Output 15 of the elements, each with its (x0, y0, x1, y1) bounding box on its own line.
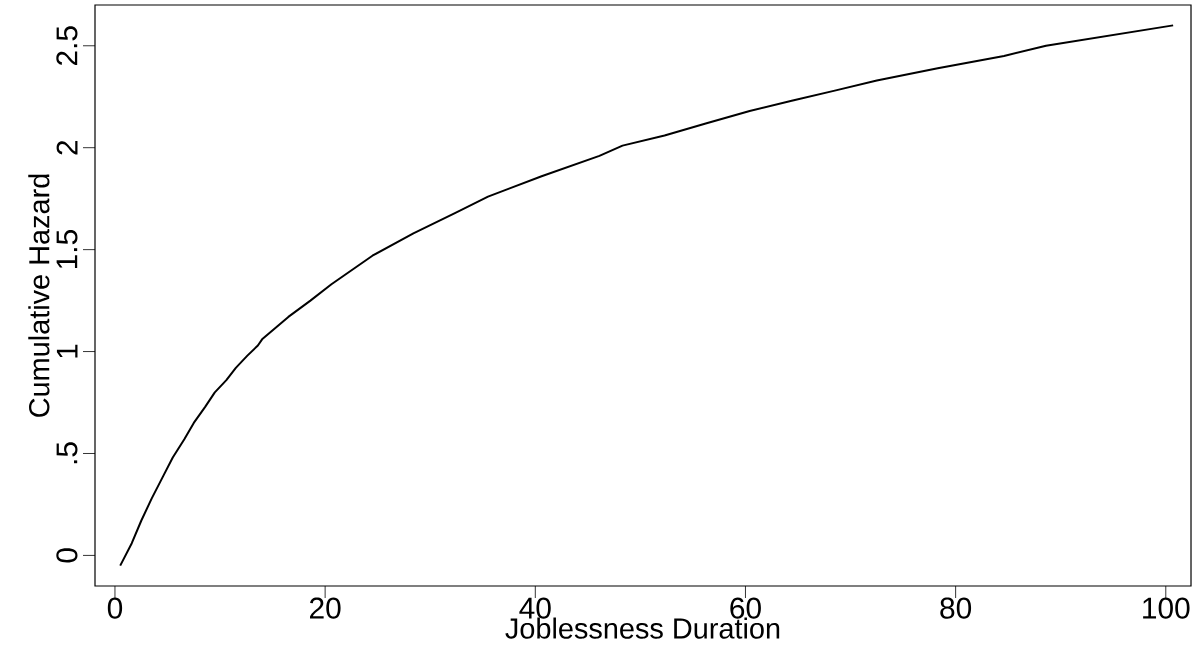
y-tick-label: 2 (56, 140, 78, 155)
x-tick-label: 60 (730, 597, 761, 619)
y-tick-label: 1.5 (56, 230, 78, 269)
x-axis-title: Joblessness Duration (505, 617, 780, 639)
x-tick-label: 0 (107, 597, 123, 619)
x-tick-label: 100 (1143, 597, 1190, 619)
x-tick-label: 20 (310, 597, 341, 619)
y-axis-title: Cumulative Hazard (28, 174, 50, 417)
y-tick-label: 1 (56, 344, 78, 358)
y-tick-label: 2.5 (56, 26, 78, 66)
line-series (119, 24, 1175, 567)
y-tick-label: 0 (56, 548, 78, 563)
y-tick-label: .5 (56, 442, 78, 464)
x-tick-label: 80 (940, 597, 972, 619)
x-tick-label: 40 (519, 597, 551, 619)
